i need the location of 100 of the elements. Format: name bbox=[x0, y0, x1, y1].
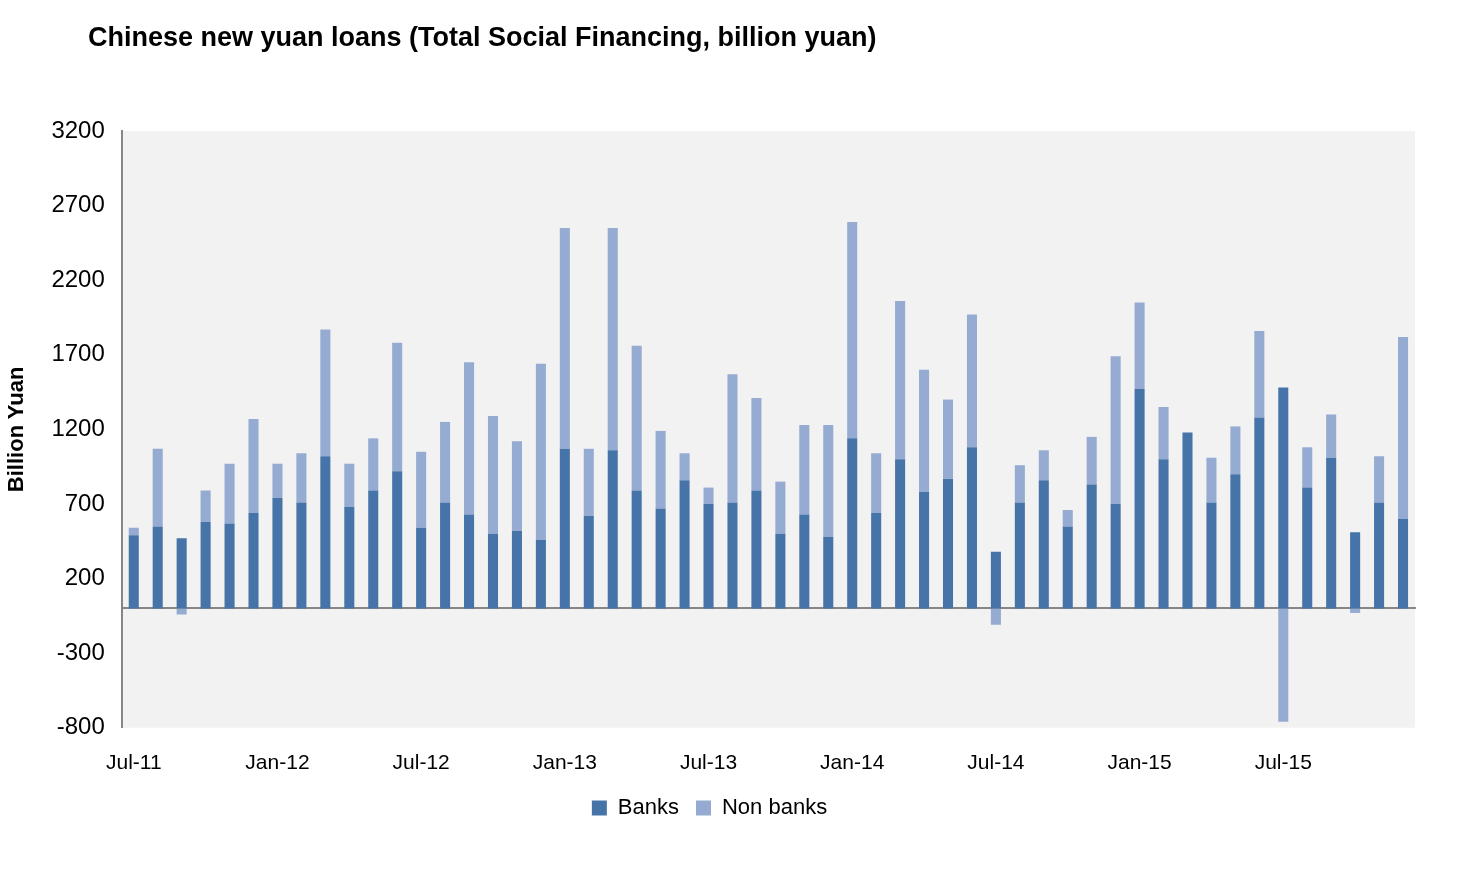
bar bbox=[751, 398, 762, 491]
bar bbox=[1278, 387, 1289, 609]
bar bbox=[1374, 502, 1385, 609]
y-tick-label: 700 bbox=[64, 488, 105, 516]
bar bbox=[799, 514, 810, 609]
y-tick-label: 1700 bbox=[51, 339, 105, 367]
bar bbox=[1158, 459, 1169, 609]
bar bbox=[176, 538, 187, 609]
bar bbox=[152, 526, 163, 609]
bar bbox=[703, 487, 714, 504]
bar bbox=[487, 415, 499, 534]
bar bbox=[1398, 518, 1409, 609]
bar bbox=[368, 490, 379, 609]
bar bbox=[392, 471, 403, 609]
bar bbox=[775, 533, 786, 609]
bar bbox=[727, 374, 738, 503]
legend-label: Non banks bbox=[721, 794, 828, 820]
bar bbox=[847, 438, 858, 609]
bar bbox=[823, 536, 834, 609]
bar bbox=[990, 608, 1001, 625]
bar bbox=[1110, 504, 1121, 609]
bar bbox=[535, 539, 546, 609]
bar bbox=[1086, 484, 1097, 609]
bar bbox=[1086, 436, 1097, 485]
bar bbox=[1350, 608, 1361, 613]
bar bbox=[1374, 456, 1385, 503]
bar bbox=[751, 490, 762, 609]
bar bbox=[1302, 487, 1313, 609]
bar bbox=[272, 498, 283, 609]
bar bbox=[1230, 474, 1241, 609]
y-tick-label: 1200 bbox=[51, 414, 105, 442]
bar bbox=[464, 514, 475, 609]
y-tick-label: 3200 bbox=[51, 115, 105, 143]
bar bbox=[679, 453, 690, 481]
bar bbox=[1230, 426, 1241, 475]
bar bbox=[320, 456, 331, 609]
x-tick-label: Jul-13 bbox=[679, 750, 738, 774]
bar bbox=[1326, 457, 1337, 609]
bar bbox=[990, 551, 1001, 609]
y-tick-label: 2200 bbox=[51, 264, 105, 292]
bar bbox=[871, 453, 882, 513]
y-tick-label: 2700 bbox=[51, 190, 105, 218]
bar bbox=[464, 362, 475, 515]
x-tick-label: Jan-12 bbox=[245, 750, 310, 774]
bar bbox=[583, 448, 594, 516]
x-tick-label: Jan-15 bbox=[1107, 750, 1172, 774]
bar bbox=[224, 463, 235, 524]
bar bbox=[248, 512, 259, 609]
bar bbox=[416, 451, 427, 528]
bar bbox=[727, 502, 738, 609]
bar bbox=[631, 345, 642, 491]
bar bbox=[1254, 417, 1265, 609]
bar bbox=[440, 502, 451, 609]
bar bbox=[176, 608, 187, 615]
bar bbox=[1278, 608, 1289, 722]
x-tick-label: Jul-15 bbox=[1254, 750, 1312, 774]
bar bbox=[559, 448, 570, 609]
x-tick-label: Jan-13 bbox=[532, 750, 597, 774]
bar bbox=[679, 480, 690, 609]
bar bbox=[1326, 414, 1337, 458]
bar bbox=[1062, 526, 1073, 609]
bar bbox=[559, 227, 570, 449]
bar bbox=[919, 492, 930, 609]
bar bbox=[823, 424, 834, 537]
bar bbox=[583, 515, 594, 609]
x-tick-label: Jul-12 bbox=[392, 750, 450, 774]
bar bbox=[942, 399, 954, 479]
bar bbox=[320, 329, 331, 457]
bar bbox=[1014, 502, 1025, 609]
bar bbox=[200, 521, 211, 609]
bar bbox=[1062, 509, 1073, 527]
bar bbox=[248, 418, 259, 513]
y-tick-label: -300 bbox=[56, 637, 105, 665]
bar bbox=[1158, 407, 1169, 460]
bar bbox=[1038, 450, 1049, 481]
bar bbox=[272, 463, 283, 499]
bar bbox=[775, 481, 786, 534]
bar bbox=[942, 478, 954, 609]
bar bbox=[296, 502, 307, 609]
bar bbox=[919, 369, 930, 493]
bar bbox=[966, 447, 977, 609]
bar bbox=[128, 535, 139, 609]
bar bbox=[655, 430, 666, 509]
bar bbox=[1038, 480, 1049, 609]
y-tick-label: -800 bbox=[56, 712, 105, 740]
bar bbox=[152, 448, 163, 527]
bar bbox=[344, 506, 355, 609]
y-axis-title: Billion Yuan bbox=[3, 366, 29, 493]
bar bbox=[200, 490, 211, 522]
bar bbox=[655, 508, 666, 609]
bar bbox=[871, 512, 882, 609]
bar bbox=[296, 453, 307, 503]
bar bbox=[440, 421, 451, 503]
x-tick-label: Jan-14 bbox=[820, 750, 885, 774]
bar bbox=[1350, 532, 1361, 609]
bar bbox=[511, 441, 522, 531]
bar bbox=[895, 459, 906, 609]
bar bbox=[703, 504, 714, 609]
bar bbox=[487, 533, 499, 609]
bar bbox=[1398, 336, 1409, 519]
